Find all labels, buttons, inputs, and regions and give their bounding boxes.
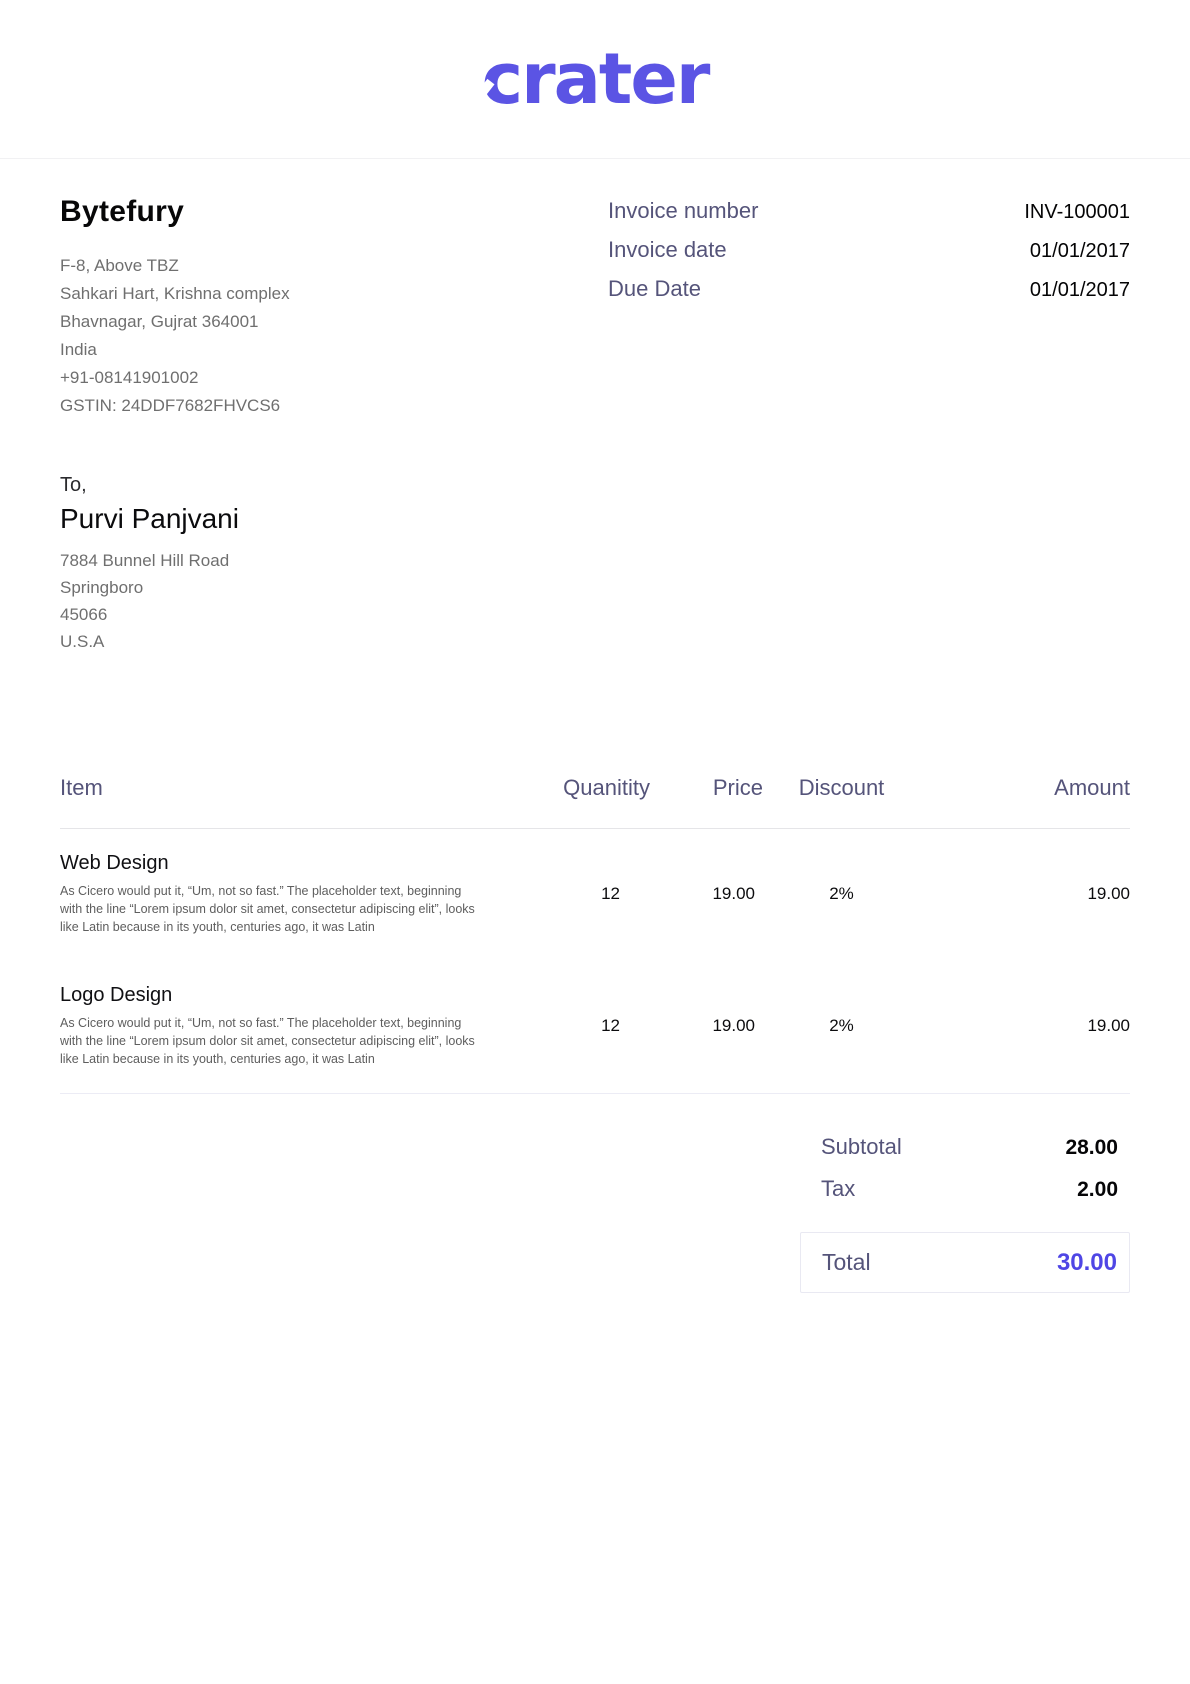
item-name: Web Design — [60, 852, 169, 874]
company-block: Bytefury F-8, Above TBZ Sahkari Hart, Kr… — [60, 195, 290, 420]
table-row: Logo Design As Cicero would put it, “Um,… — [60, 961, 1130, 1093]
invoice-meta-block: Invoice number INV-100001 Invoice date 0… — [608, 195, 1130, 420]
crater-logo-text: crater — [481, 38, 711, 120]
invoice-date-row: Invoice date 01/01/2017 — [608, 237, 1130, 263]
invoice-number-label: Invoice number — [608, 198, 759, 223]
item-cell: Logo Design As Cicero would put it, “Um,… — [60, 984, 500, 1068]
company-address-line: India — [60, 340, 97, 359]
total-label: Total — [822, 1249, 871, 1275]
recipient-block: To, Purvi Panjvani 7884 Bunnel Hill Road… — [60, 474, 1130, 655]
invoice-header: crater — [0, 0, 1190, 159]
tax-value: 2.00 — [1077, 1178, 1118, 1201]
company-name: Bytefury — [60, 195, 185, 228]
subtotal-label: Subtotal — [821, 1134, 902, 1159]
tax-row: Tax 2.00 — [800, 1176, 1130, 1202]
item-name: Logo Design — [60, 984, 173, 1006]
recipient-name: Purvi Panjvani — [60, 503, 239, 534]
item-cell: Web Design As Cicero would put it, “Um, … — [60, 852, 500, 936]
column-header-price: Price — [712, 775, 763, 800]
company-phone: +91-08141901002 — [60, 368, 199, 387]
column-header-discount: Discount — [798, 775, 885, 800]
invoice-number-value: INV-100001 — [1024, 201, 1130, 223]
total-box: Total 30.00 — [800, 1232, 1130, 1293]
tax-label: Tax — [821, 1176, 856, 1201]
company-address-line: Bhavnagar, Gujrat 364001 — [60, 312, 259, 331]
item-price: 19.00 — [712, 1016, 755, 1035]
item-description: As Cicero would put it, “Um, not so fast… — [60, 1016, 475, 1066]
crater-logo: crater — [466, 40, 710, 114]
due-date-value: 01/01/2017 — [1029, 279, 1130, 301]
item-price: 19.00 — [712, 884, 755, 903]
subtotal-row: Subtotal 28.00 — [800, 1134, 1130, 1160]
invoice-date-value: 01/01/2017 — [1029, 240, 1130, 262]
parties-section: Bytefury F-8, Above TBZ Sahkari Hart, Kr… — [60, 195, 1130, 420]
totals-block: Subtotal 28.00 Tax 2.00 Total 30.00 — [800, 1134, 1130, 1293]
item-quantity: 12 — [601, 884, 620, 903]
item-discount: 2% — [829, 884, 854, 903]
column-header-amount: Amount — [1054, 775, 1130, 800]
invoice-date-label: Invoice date — [608, 237, 727, 262]
item-description: As Cicero would put it, “Um, not so fast… — [60, 884, 475, 934]
recipient-prefix: To, — [60, 474, 87, 496]
due-date-row: Due Date 01/01/2017 — [608, 276, 1130, 302]
total-value: 30.00 — [1056, 1248, 1117, 1276]
company-gstin: GSTIN: 24DDF7682FHVCS6 — [60, 396, 281, 415]
due-date-label: Due Date — [608, 276, 701, 301]
company-address-line: Sahkari Hart, Krishna complex — [60, 284, 290, 303]
totals-section: Subtotal 28.00 Tax 2.00 Total 30.00 — [60, 1093, 1130, 1293]
invoice-body: Bytefury F-8, Above TBZ Sahkari Hart, Kr… — [0, 195, 1190, 1293]
recipient-address-line: Springboro — [60, 578, 144, 597]
invoice-number-row: Invoice number INV-100001 — [608, 198, 1130, 224]
company-address-line: F-8, Above TBZ — [60, 256, 179, 275]
item-amount: 19.00 — [1087, 884, 1130, 903]
column-header-quantity: Quanitity — [563, 775, 650, 800]
item-discount: 2% — [829, 1016, 854, 1035]
items-table-header: Item Quanitity Price Discount Amount — [60, 775, 1130, 829]
table-row: Web Design As Cicero would put it, “Um, … — [60, 829, 1130, 961]
item-amount: 19.00 — [1087, 1016, 1130, 1035]
recipient-address-line: 45066 — [60, 605, 108, 624]
subtotal-value: 28.00 — [1065, 1136, 1118, 1159]
recipient-address-line: 7884 Bunnel Hill Road — [60, 551, 230, 570]
items-table: Item Quanitity Price Discount Amount Web… — [60, 775, 1130, 1093]
item-quantity: 12 — [601, 1016, 620, 1035]
column-header-item: Item — [60, 775, 103, 800]
recipient-address-line: U.S.A — [60, 632, 105, 651]
